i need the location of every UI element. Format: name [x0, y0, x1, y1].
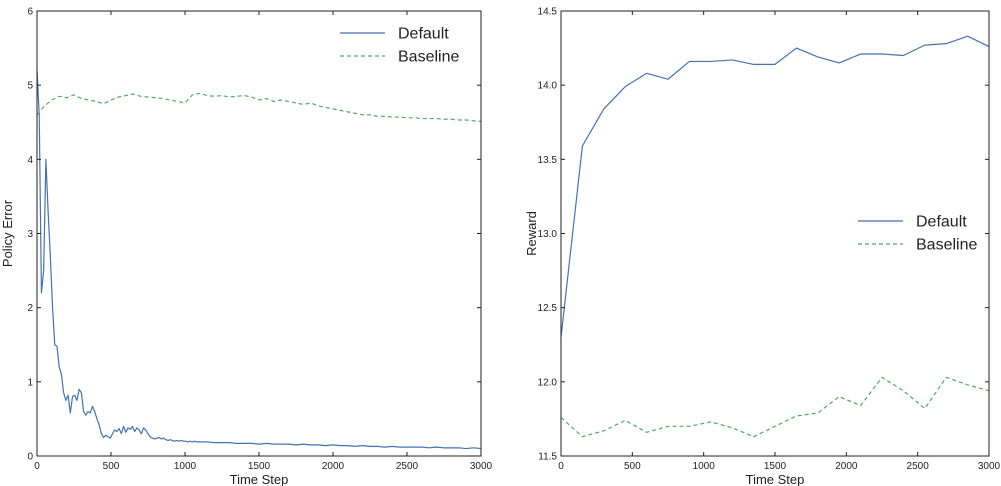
x-tick-label: 500: [624, 461, 641, 472]
series-line-baseline: [36, 92, 482, 123]
y-tick-label: 0: [27, 452, 33, 463]
x-tick-label: 0: [558, 461, 564, 472]
chart-panel-1: 0 500 1000 1500 2000 2500 3000 0 1 2 3 4 5 6 Time Step…: [0, 7, 493, 486]
x-tick-label: 1000: [174, 461, 197, 472]
y-tick-label: 2: [27, 303, 33, 314]
x-tick-label: 1500: [248, 461, 271, 472]
x-tick-label: 1500: [764, 461, 787, 472]
x-tick-label: 3000: [978, 461, 1001, 472]
y-tick-label: 4: [27, 155, 33, 166]
y-tick-label: 12.0: [538, 377, 558, 388]
legend-label-default: Default: [398, 26, 449, 43]
x-tick-label: 3000: [470, 461, 493, 472]
y-tick-label: 5: [27, 81, 33, 92]
y-tick-label: 1: [27, 377, 33, 388]
series-line-default: [36, 70, 482, 450]
series-line-baseline: [560, 376, 990, 438]
y-tick-label: 13.5: [538, 155, 558, 166]
plot-frame: [560, 10, 990, 457]
y-tick-label: 13.0: [538, 229, 558, 240]
y-tick-label: 6: [27, 7, 33, 18]
x-tick-label: 0: [34, 461, 40, 472]
legend-label-baseline: Baseline: [398, 49, 459, 66]
y-tick-label: 14.5: [538, 7, 558, 18]
chart-panel-2: 0 500 1000 1500 2000 2500 3000 11.5 12.0 12.5 13.0…: [524, 7, 1001, 486]
x-tick-label: 2000: [322, 461, 345, 472]
y-tick-label: 12.5: [538, 303, 558, 314]
x-tick-label: 2500: [907, 461, 930, 472]
legend-label-baseline: Baseline: [916, 237, 977, 254]
series-line-default: [560, 35, 990, 338]
legend-label-default: Default: [916, 214, 967, 231]
y-tick-label: 14.0: [538, 81, 558, 92]
y-axis-label: Reward: [524, 211, 539, 256]
y-tick-label: 3: [27, 229, 33, 240]
x-tick-label: 2500: [396, 461, 419, 472]
y-axis-label: Policy Error: [0, 199, 15, 267]
plot-frame: [36, 10, 482, 457]
x-axis-label: Time Step: [230, 472, 289, 486]
x-tick-label: 500: [103, 461, 120, 472]
x-tick-label: 2000: [835, 461, 858, 472]
x-axis-label: Time Step: [746, 472, 805, 486]
x-tick-label: 1000: [693, 461, 716, 472]
y-tick-label: 11.5: [538, 452, 557, 463]
